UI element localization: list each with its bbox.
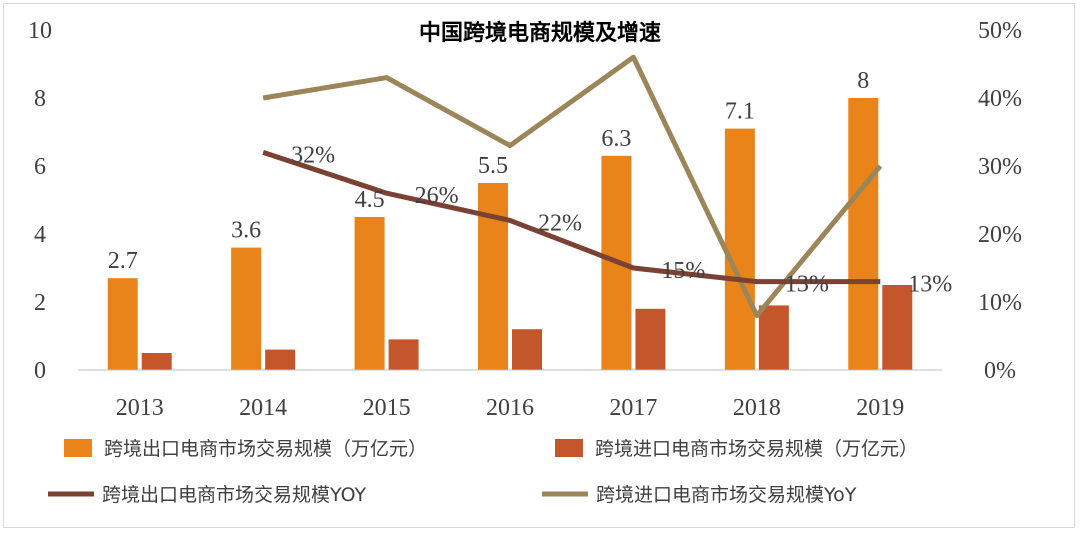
import-bar	[635, 308, 666, 370]
y-right-tick-label: 30%	[978, 154, 1022, 180]
y-left-tick-label: 4	[34, 222, 46, 248]
export-yoy-label: 13%	[785, 272, 829, 298]
x-tick-label: 2016	[486, 395, 534, 421]
export-bar-label: 8	[857, 68, 869, 94]
x-tick-label: 2018	[733, 395, 781, 421]
import-bar	[141, 353, 172, 370]
export-yoy-label: 26%	[415, 183, 459, 209]
export-yoy-label: 13%	[908, 272, 952, 298]
x-tick-label: 2013	[116, 395, 164, 421]
export-yoy-label: 15%	[661, 258, 705, 284]
export-yoy-label: 22%	[538, 210, 582, 236]
axes-group: 0 2 4 6 8 10 0% 10% 20% 30% 40% 50% 2013 2014 2015 2016…	[28, 18, 1022, 421]
legend-swatch	[64, 439, 92, 457]
legend: 跨境出口电商市场交易规模（万亿元） 跨境进口电商市场交易规模（万亿元） 跨境出口电商…	[48, 438, 918, 506]
y-left-tick-label: 8	[34, 86, 46, 112]
x-tick-label: 2017	[609, 395, 657, 421]
export-bar	[478, 183, 508, 370]
import-bar	[758, 305, 789, 370]
legend-label: 跨境进口电商市场交易规模（万亿元）	[595, 438, 918, 460]
y-left-tick-label: 0	[34, 358, 46, 384]
export-bar	[354, 217, 385, 370]
chart-title: 中国跨境电商规模及增速	[419, 20, 661, 46]
import-yoy-line	[262, 54, 883, 319]
export-bar	[724, 128, 755, 370]
y-right-tick-label: 20%	[978, 222, 1022, 248]
import-bar	[388, 339, 419, 370]
export-bar-label: 6.3	[601, 126, 631, 152]
legend-export-yoy: 跨境出口电商市场交易规模YOY	[48, 484, 366, 506]
x-tick-label: 2015	[363, 395, 411, 421]
data-labels-group: 2.7 3.6 4.5 5.5 6.3 7.1 8 32% 26% 22% 15% 13% 13%	[108, 68, 953, 298]
y-left-tick-label: 10	[28, 18, 52, 44]
y-right-tick-label: 0%	[984, 358, 1016, 384]
legend-swatch	[555, 439, 583, 457]
yoy-lines-group	[262, 54, 883, 319]
x-tick-label: 2019	[856, 395, 904, 421]
export-bar-label: 4.5	[355, 187, 385, 213]
export-bar-label: 2.7	[108, 248, 138, 274]
y-left-tick-label: 6	[34, 154, 46, 180]
export-bar-label: 5.5	[478, 153, 508, 179]
import-bar	[512, 329, 542, 370]
export-bar-label: 7.1	[725, 99, 755, 125]
export-bar	[848, 98, 879, 370]
import-bar	[882, 285, 913, 370]
y-right-tick-label: 10%	[978, 290, 1022, 316]
export-yoy-label: 32%	[291, 142, 335, 168]
x-tick-label: 2014	[239, 395, 287, 421]
legend-label: 跨境出口电商市场交易规模YOY	[102, 484, 366, 506]
legend-label: 跨境出口电商市场交易规模（万亿元）	[104, 438, 427, 460]
legend-label: 跨境进口电商市场交易规模YoY	[596, 484, 857, 506]
export-bar	[231, 247, 262, 370]
y-left-tick-label: 2	[34, 290, 46, 316]
export-bar-label: 3.6	[231, 218, 261, 244]
import-bars-group	[141, 285, 913, 370]
export-yoy-line	[262, 150, 881, 285]
legend-import-yoy: 跨境进口电商市场交易规模YoY	[542, 484, 857, 506]
import-bar	[265, 349, 296, 370]
y-right-tick-label: 40%	[978, 86, 1022, 112]
legend-export-bar: 跨境出口电商市场交易规模（万亿元）	[64, 438, 427, 460]
y-right-tick-label: 50%	[978, 18, 1022, 44]
chart-frame	[3, 3, 1075, 528]
export-bar	[107, 278, 138, 370]
legend-import-bar: 跨境进口电商市场交易规模（万亿元）	[555, 438, 918, 460]
